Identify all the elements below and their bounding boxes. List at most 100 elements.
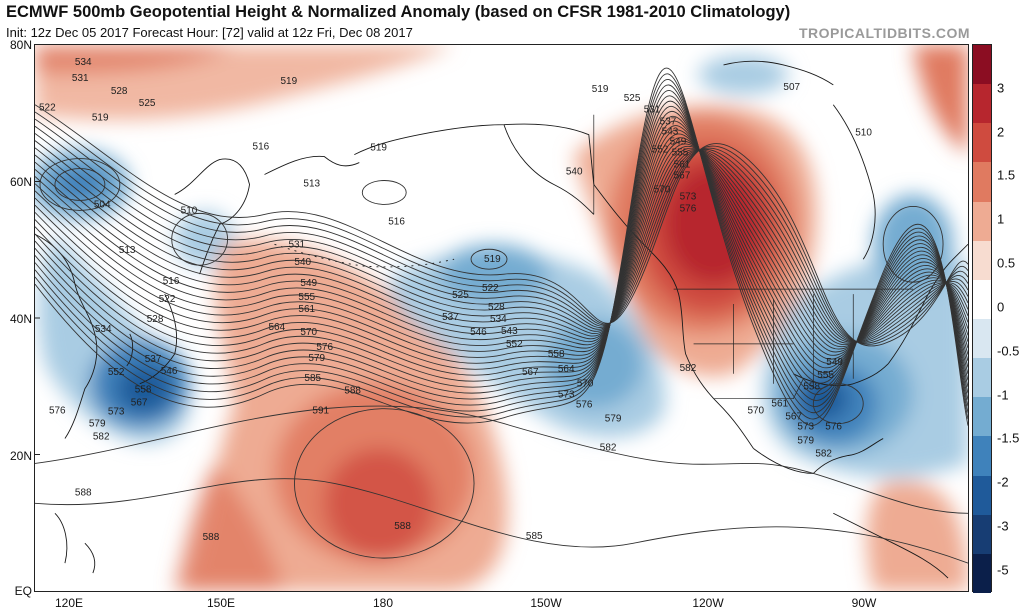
contour-label: 534	[95, 324, 112, 335]
lon-label-180: 180	[372, 596, 394, 610]
contour-label: 573	[680, 191, 697, 202]
colorbar-segment	[973, 201, 991, 242]
height-contour	[361, 180, 407, 205]
contour-label: 558	[803, 382, 820, 393]
contour-label: 519	[92, 113, 109, 124]
contour-label: 588	[203, 532, 220, 543]
lon-label-90w: 90W	[851, 596, 877, 610]
colorbar-label: -0.5	[997, 343, 1020, 359]
height-contour	[35, 90, 968, 401]
colorbar-segment	[973, 397, 991, 437]
height-contour	[35, 67, 968, 426]
height-contours	[35, 67, 968, 564]
colorbar-segment	[973, 84, 991, 124]
contour-label: 582	[93, 432, 110, 443]
contour-label: 573	[558, 390, 575, 401]
contour-label: 525	[452, 290, 469, 301]
anomaly-region	[174, 463, 285, 591]
contour-label: 543	[662, 127, 679, 138]
contour-labels: 534 531 528 525 522 519 519 516 519 513 …	[39, 57, 872, 543]
colorbar-label: 1	[997, 211, 1005, 227]
contour-label: 549	[826, 357, 843, 368]
contour-label: 513	[303, 178, 320, 189]
anomaly-region	[873, 194, 954, 295]
contour-label: 588	[344, 386, 361, 397]
height-contour	[35, 405, 968, 514]
contour-label: 582	[680, 363, 697, 374]
lon-label-150e: 150E	[206, 596, 236, 610]
height-contour	[35, 95, 968, 395]
contour-label: 582	[600, 443, 617, 454]
contour-label: 546	[470, 327, 487, 338]
contour-label: 576	[576, 400, 593, 411]
colorbar-label: -1	[997, 387, 1009, 403]
height-contour	[35, 100, 968, 390]
anomaly-region	[116, 363, 173, 414]
lat-label-80n: 80N	[9, 38, 32, 52]
contour-label: 507	[783, 82, 800, 93]
contour-label: 519	[592, 84, 609, 95]
contour-label: 570	[654, 184, 671, 195]
contour-label: 570	[300, 327, 317, 338]
anomaly-region	[324, 448, 435, 559]
anomaly-region	[866, 481, 968, 591]
colorbar-segment	[973, 279, 991, 320]
contour-label: 549	[300, 278, 317, 289]
height-contour	[35, 147, 968, 343]
height-contour	[812, 383, 864, 425]
contour-label: 552	[108, 367, 125, 378]
contour-label: 570	[747, 406, 764, 417]
contour-label: 579	[605, 414, 622, 425]
contour-label: 537	[442, 312, 459, 323]
height-contour	[35, 115, 968, 374]
contour-label: 525	[139, 98, 156, 109]
colorbar-segment	[973, 45, 991, 85]
contour-label: 591	[312, 406, 329, 417]
anomaly-region	[35, 45, 235, 74]
contour-label: 549	[670, 137, 687, 148]
height-contour	[35, 84, 968, 407]
colorbar-label: 1.5	[997, 167, 1016, 183]
anomaly-region	[698, 54, 789, 95]
height-contour	[35, 78, 968, 414]
contour-label: 516	[253, 142, 270, 153]
height-contour	[54, 168, 106, 201]
colorbar-label: -3	[997, 518, 1009, 534]
lon-label-120w: 120W	[692, 596, 724, 610]
colorbar-label: 3	[997, 80, 1005, 96]
contour-label: 561	[674, 160, 691, 171]
contour-label: 576	[680, 203, 697, 214]
anomaly-region	[913, 45, 968, 155]
height-contour	[470, 248, 508, 270]
height-contour	[35, 140, 968, 343]
lon-label-150w: 150W	[530, 596, 562, 610]
contour-label: 579	[797, 436, 814, 447]
contour-label: 525	[624, 93, 641, 104]
colorbar-segment	[973, 514, 991, 555]
height-contour	[39, 158, 121, 211]
contour-label: 567	[522, 367, 539, 378]
height-contour	[171, 212, 229, 266]
colorbar-segment	[973, 319, 991, 359]
lon-label-120e: 120E	[54, 596, 84, 610]
contour-label: 531	[72, 73, 89, 84]
contour-label: 585	[304, 373, 321, 384]
contour-label: 519	[484, 254, 501, 265]
anomaly-region	[439, 244, 549, 305]
contour-label: 570	[577, 379, 594, 390]
contour-label: 528	[111, 86, 128, 97]
contour-label: 576	[316, 342, 333, 353]
contour-label: 510	[855, 128, 872, 139]
contour-label: 528	[147, 314, 164, 325]
colorbar-segment	[973, 162, 991, 203]
height-contour	[35, 73, 968, 420]
page-title: ECMWF 500mb Geopotential Height & Normal…	[6, 3, 791, 21]
contour-label: 552	[652, 145, 669, 156]
colorbar-segment	[973, 240, 991, 281]
contour-label: 582	[815, 448, 832, 459]
lat-label-60n: 60N	[9, 175, 32, 189]
lat-label-40n: 40N	[9, 312, 32, 326]
contour-label: 576	[825, 422, 842, 433]
colorbar-label: -1.5	[997, 430, 1020, 446]
contour-label: 573	[797, 422, 814, 433]
